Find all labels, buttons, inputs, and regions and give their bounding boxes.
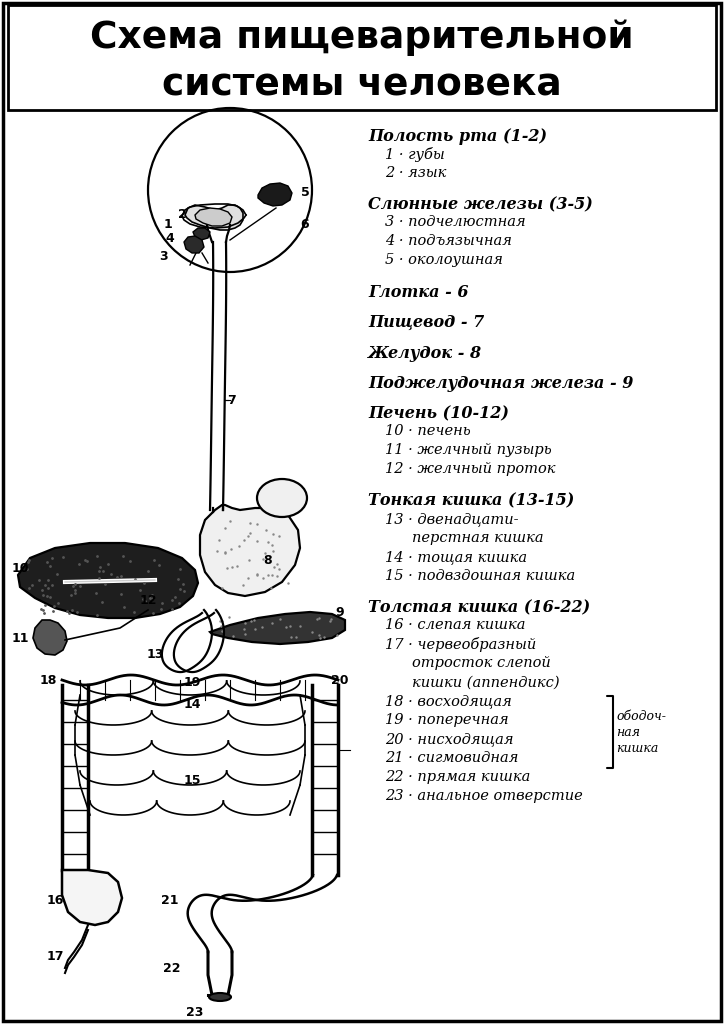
Text: 6: 6	[300, 218, 309, 231]
Text: 11: 11	[12, 632, 29, 644]
Polygon shape	[258, 183, 292, 206]
Text: 7: 7	[227, 393, 236, 407]
Text: 12: 12	[139, 594, 157, 606]
Text: 2: 2	[177, 209, 186, 221]
Text: Полость рта (1-2): Полость рта (1-2)	[368, 128, 547, 145]
Text: 1: 1	[164, 217, 172, 230]
Text: Схема пищеварительной: Схема пищеварительной	[90, 19, 634, 56]
Text: 3: 3	[159, 250, 167, 262]
Polygon shape	[193, 228, 210, 240]
Text: 15 · подвздошная кишка: 15 · подвздошная кишка	[385, 568, 576, 583]
Text: 13: 13	[146, 648, 164, 662]
Text: 15: 15	[183, 773, 201, 786]
Text: Слюнные железы (3-5): Слюнные железы (3-5)	[368, 197, 593, 213]
FancyBboxPatch shape	[8, 5, 716, 110]
Text: 17 · червеобразный: 17 · червеобразный	[385, 637, 536, 652]
Text: 22: 22	[163, 962, 181, 975]
Text: 2 · язык: 2 · язык	[385, 166, 447, 180]
Text: 19: 19	[183, 676, 201, 688]
Text: перстная кишка: перстная кишка	[412, 530, 544, 545]
Text: 16: 16	[46, 894, 64, 906]
Text: 12 · желчный проток: 12 · желчный проток	[385, 463, 555, 476]
Text: 1 · губы: 1 · губы	[385, 147, 445, 162]
Text: 14: 14	[183, 698, 201, 712]
Text: 14 · тощая кишка: 14 · тощая кишка	[385, 550, 527, 564]
Text: кишки (аппендикс): кишки (аппендикс)	[412, 675, 560, 689]
Text: 10: 10	[12, 561, 29, 574]
Polygon shape	[33, 620, 67, 655]
Text: ободоч-
ная
кишка: ободоч- ная кишка	[616, 710, 666, 755]
Text: 21: 21	[161, 894, 179, 906]
Text: 5 · околоушная: 5 · околоушная	[385, 253, 503, 267]
Text: Печень (10-12): Печень (10-12)	[368, 406, 509, 422]
Polygon shape	[210, 612, 345, 644]
Text: 16 · слепая кишка: 16 · слепая кишка	[385, 618, 526, 632]
Text: 4: 4	[166, 231, 174, 245]
Text: 19 · поперечная: 19 · поперечная	[385, 713, 509, 727]
Text: Пищевод - 7: Пищевод - 7	[368, 314, 484, 331]
Text: 11 · желчный пузырь: 11 · желчный пузырь	[385, 443, 552, 458]
Text: системы человека: системы человека	[162, 67, 562, 103]
Text: 3 · подчелюстная: 3 · подчелюстная	[385, 215, 526, 229]
Text: 22 · прямая кишка: 22 · прямая кишка	[385, 770, 531, 784]
Polygon shape	[184, 236, 204, 253]
Text: 23 · анальное отверстие: 23 · анальное отверстие	[385, 790, 583, 803]
Text: Поджелудочная железа - 9: Поджелудочная железа - 9	[368, 375, 634, 392]
Text: Тонкая кишка (13-15): Тонкая кишка (13-15)	[368, 493, 574, 510]
Text: 18 · восходящая: 18 · восходящая	[385, 694, 512, 709]
Polygon shape	[18, 543, 198, 618]
Text: 17: 17	[46, 950, 64, 964]
Text: 10 · печень: 10 · печень	[385, 424, 471, 438]
Text: отросток слепой: отросток слепой	[412, 656, 551, 670]
Polygon shape	[185, 205, 243, 230]
Ellipse shape	[257, 479, 307, 517]
Text: 20 · нисходящая: 20 · нисходящая	[385, 732, 513, 746]
Text: 4 · подъязычная: 4 · подъязычная	[385, 234, 512, 249]
Text: 5: 5	[300, 185, 309, 199]
Polygon shape	[200, 505, 300, 596]
Text: 9: 9	[336, 605, 345, 618]
Text: 20: 20	[332, 674, 349, 686]
Text: Желудок - 8: Желудок - 8	[368, 345, 482, 361]
Polygon shape	[195, 208, 232, 226]
Text: 18: 18	[39, 674, 56, 686]
Text: Толстая кишка (16-22): Толстая кишка (16-22)	[368, 599, 590, 616]
Text: Глотка - 6: Глотка - 6	[368, 284, 468, 301]
Ellipse shape	[209, 993, 231, 1001]
Text: 13 · двенадцати-: 13 · двенадцати-	[385, 512, 518, 525]
Text: 8: 8	[264, 554, 272, 566]
Text: 21 · сигмовидная: 21 · сигмовидная	[385, 752, 518, 765]
Polygon shape	[62, 870, 122, 925]
Text: 23: 23	[186, 1006, 203, 1019]
